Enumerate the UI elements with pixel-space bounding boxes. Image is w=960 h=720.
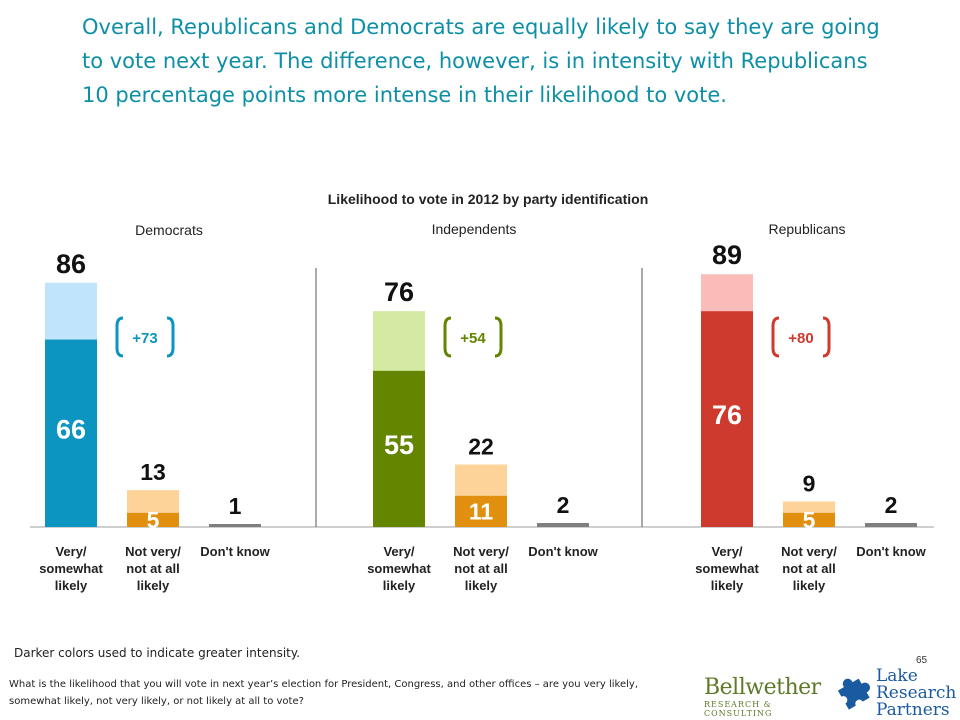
group-label-democrats: Democrats [135,222,203,238]
data-label-intense: 76 [712,400,742,430]
category-tick-label: Not very/ [125,544,181,559]
category-tick-label: likely [465,578,498,593]
page-number: 65 [916,655,928,666]
data-label-total: 89 [712,240,742,270]
survey-question: What is the likelihood that you will vot… [9,679,639,707]
net-bracket-left [771,316,780,358]
lake-research-logo-name: Lake Research Partners [876,666,957,720]
category-tick-label: likely [55,578,88,593]
data-label-total: 13 [140,459,166,485]
bar-segment-intense [45,339,97,527]
category-tick-label: somewhat [367,561,431,576]
chart: Likelihood to vote in 2012 by party iden… [30,191,934,593]
bellwether-logo: Bellwether RESEARCH & CONSULTING [704,675,821,719]
net-bracket-left [443,316,452,358]
category-tick-label: Not very/ [781,544,837,559]
bar-segment-intense [127,512,179,527]
lake-research-logo: Lake Research Partners [834,666,957,720]
group-label-republicans: Republicans [768,221,845,237]
net-difference-label: +54 [460,330,486,347]
bar-segment-intense [783,512,835,527]
category-tick-label: not at all [126,561,179,576]
data-label-total: 76 [384,277,414,307]
category-tick-label: Don't know [856,544,926,559]
data-label-intense: 55 [384,430,414,460]
category-tick-label: likely [137,578,170,593]
category-tick-label: Don't know [200,544,270,559]
data-label-total: 22 [468,434,494,460]
headline: Overall, Republicans and Democrats are e… [82,15,880,107]
net-bracket-right [822,316,831,358]
category-tick-label: likely [383,578,416,593]
category-tick-label: likely [793,578,826,593]
bar-segment-somewhat [45,282,97,340]
bar-dont-know [537,523,589,527]
data-label-dont-know: 1 [229,493,242,519]
bar-segment-somewhat [455,464,507,496]
data-label-intense: 66 [56,414,86,444]
chart-title: Likelihood to vote in 2012 by party iden… [328,191,649,207]
data-label-total: 9 [803,470,816,496]
bar-segment-somewhat [701,274,753,312]
net-bracket-right [494,316,503,358]
bar-segment-intense [455,495,507,527]
bar-dont-know [209,524,261,527]
group-label-independents: Independents [432,221,517,237]
category-tick-label: Very/ [383,544,414,559]
net-difference-label: +80 [788,330,813,347]
bellwether-logo-tag: RESEARCH & CONSULTING [704,700,773,718]
bellwether-logo-name: Bellwether [704,675,821,700]
bar-segment-somewhat [373,311,425,371]
category-tick-label: not at all [454,561,507,576]
data-label-intense: 5 [147,507,160,533]
data-label-dont-know: 2 [885,492,898,518]
puzzle-icon [837,678,871,710]
footnote: Darker colors used to indicate greater i… [14,646,301,660]
category-tick-label: not at all [782,561,835,576]
bar-segment-somewhat [127,490,179,513]
category-tick-label: somewhat [695,561,759,576]
net-difference-label: +73 [132,330,157,347]
category-tick-label: Very/ [711,544,742,559]
bar-segment-somewhat [783,501,835,513]
bar-dont-know [865,523,917,527]
category-tick-label: somewhat [39,561,103,576]
net-bracket-left [115,316,124,358]
bar-segment-intense [373,370,425,527]
data-label-dont-know: 2 [557,492,570,518]
category-tick-label: Very/ [55,544,86,559]
data-label-total: 86 [56,249,86,279]
category-tick-label: Don't know [528,544,598,559]
category-tick-label: likely [711,578,744,593]
data-label-intense: 5 [803,507,816,533]
category-tick-label: Not very/ [453,544,509,559]
net-bracket-right [166,316,175,358]
data-label-intense: 11 [469,498,494,524]
bar-segment-intense [701,311,753,527]
